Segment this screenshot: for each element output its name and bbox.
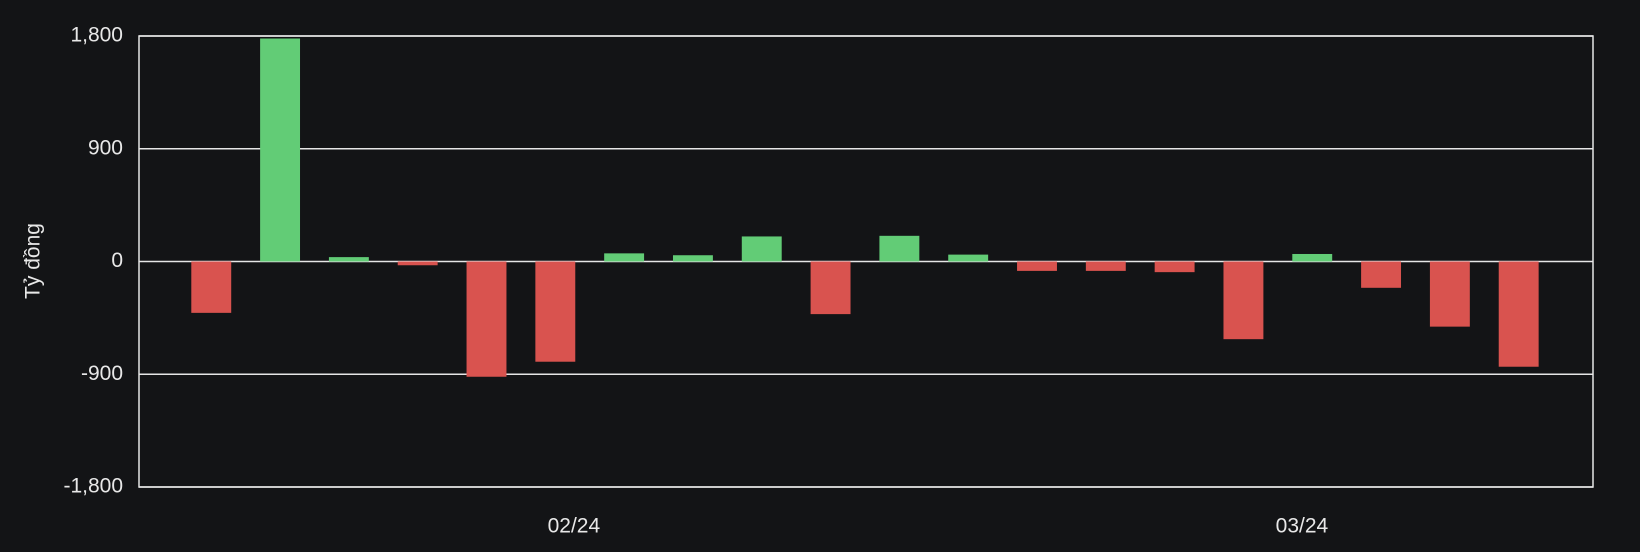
bar [741, 236, 782, 262]
bar [535, 261, 576, 362]
bar [397, 261, 438, 266]
y-tick-label: 900 [88, 136, 123, 159]
y-tick-label: 1,800 [70, 24, 123, 47]
bar [1085, 261, 1126, 271]
bar [191, 261, 232, 313]
bar [810, 261, 851, 315]
bar [1017, 261, 1057, 271]
y-tick-label: 0 [111, 249, 123, 272]
bar [328, 257, 369, 262]
bar [466, 261, 507, 377]
bar [260, 38, 301, 262]
bar [1429, 261, 1470, 327]
bar [1498, 261, 1539, 367]
bar [948, 254, 989, 262]
x-tick-label: 02/24 [548, 515, 601, 538]
y-tick-label: -1,800 [63, 475, 123, 498]
bar [1361, 261, 1402, 288]
x-tick-label: 03/24 [1276, 515, 1329, 538]
bar [604, 253, 645, 262]
bar [1223, 261, 1264, 340]
bar [1154, 261, 1195, 273]
bar [1292, 253, 1333, 262]
y-tick-label: -900 [81, 362, 123, 385]
y-axis-label: Tỷ đồng [22, 223, 45, 299]
bar [879, 235, 920, 262]
bar [672, 255, 713, 262]
